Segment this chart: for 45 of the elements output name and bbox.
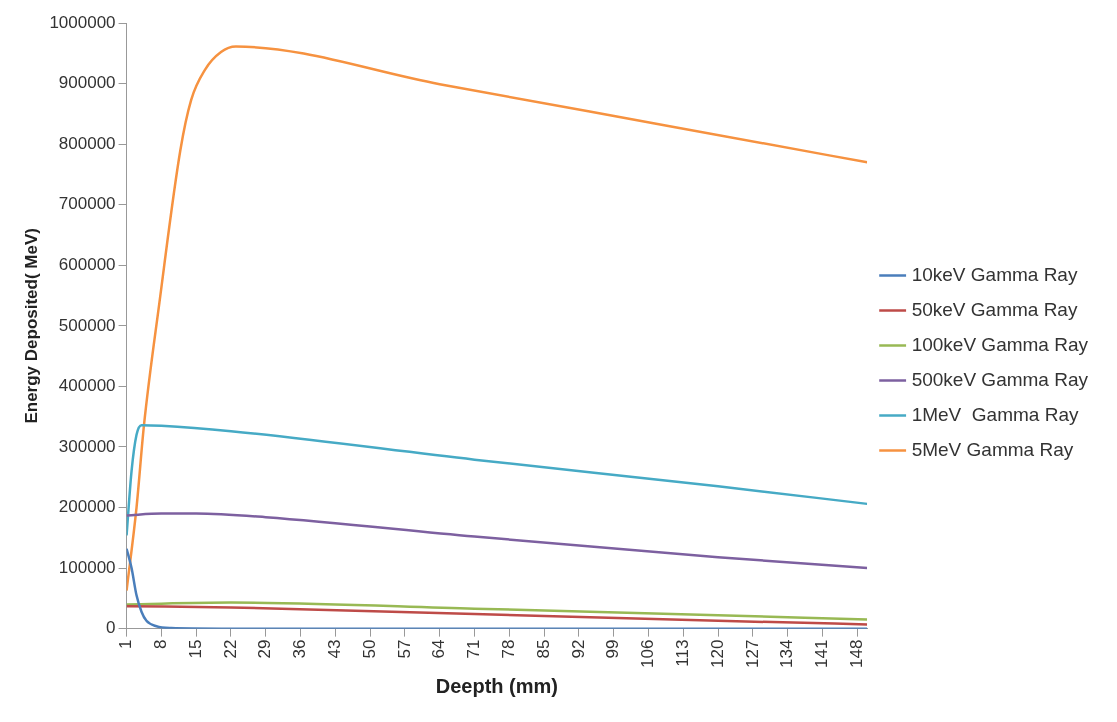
x-tick-label: 92 bbox=[568, 639, 588, 659]
x-tick-label: 8 bbox=[151, 639, 171, 650]
x-tick-label: 22 bbox=[220, 639, 240, 659]
x-tick-label: 1 bbox=[116, 639, 136, 650]
x-tick-label: 71 bbox=[464, 639, 484, 659]
y-tick-label: 600000 bbox=[58, 254, 116, 274]
y-axis-title: Energy Deposited( MeV) bbox=[21, 228, 41, 424]
legend-label: 500keV Gamma Ray bbox=[911, 368, 1089, 390]
x-tick-label: 57 bbox=[394, 639, 414, 659]
legend-label: 50keV Gamma Ray bbox=[911, 298, 1078, 320]
x-tick-label: 113 bbox=[672, 639, 692, 667]
x-tick-label: 36 bbox=[290, 639, 310, 659]
x-tick-label: 106 bbox=[638, 639, 658, 669]
y-tick-label: 900000 bbox=[58, 73, 116, 93]
x-tick-label: 134 bbox=[777, 639, 797, 669]
line-series bbox=[126, 601, 868, 621]
legend-label: 10keV Gamma Ray bbox=[911, 263, 1078, 285]
x-tick-label: 148 bbox=[846, 639, 866, 669]
x-tick-label: 15 bbox=[185, 639, 205, 659]
legend-label: 100keV Gamma Ray bbox=[911, 333, 1089, 355]
y-tick-label: 100000 bbox=[58, 557, 116, 577]
x-tick-label: 78 bbox=[498, 639, 518, 659]
y-tick-label: 200000 bbox=[58, 497, 116, 517]
y-tick-label: 300000 bbox=[58, 436, 116, 456]
legend-label: 5MeV Gamma Ray bbox=[911, 438, 1074, 460]
x-tick-label: 141 bbox=[812, 639, 832, 669]
y-tick-label: 1000000 bbox=[49, 12, 116, 32]
x-tick-label: 50 bbox=[359, 639, 379, 659]
line-series bbox=[126, 45, 868, 592]
x-tick-label: 127 bbox=[742, 639, 762, 669]
y-tick-label: 500000 bbox=[58, 315, 116, 335]
line-series bbox=[126, 512, 868, 570]
y-tick-label: 0 bbox=[106, 618, 116, 638]
x-axis-title: Deepth (mm) bbox=[435, 674, 558, 697]
x-tick-label: 43 bbox=[325, 639, 345, 659]
line-series bbox=[126, 423, 868, 537]
x-tick-label: 120 bbox=[707, 639, 727, 669]
x-tick-label: 29 bbox=[255, 639, 275, 659]
y-tick-label: 800000 bbox=[58, 133, 116, 153]
y-tick-label: 400000 bbox=[58, 376, 116, 396]
x-tick-label: 64 bbox=[429, 639, 449, 659]
y-tick-label: 700000 bbox=[58, 194, 116, 214]
legend-label: 1MeV Gamma Ray bbox=[911, 403, 1079, 425]
x-tick-label: 99 bbox=[603, 639, 623, 659]
x-tick-label: 85 bbox=[533, 639, 553, 659]
